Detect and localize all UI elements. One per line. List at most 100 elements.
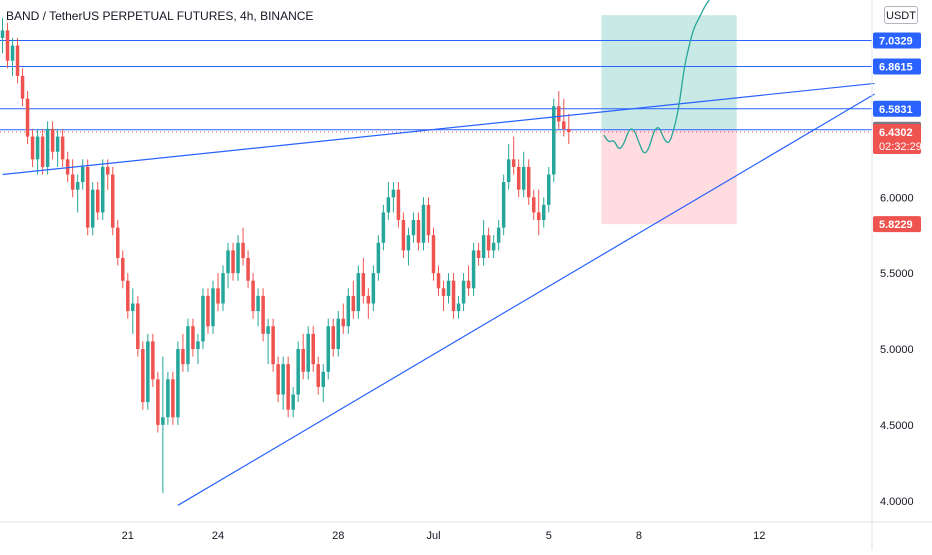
candle[interactable] [161,356,165,494]
candle[interactable] [236,235,240,281]
candle[interactable] [126,273,130,319]
candle[interactable] [396,182,401,228]
candle[interactable] [471,242,476,296]
candle[interactable] [311,326,315,372]
candle[interactable] [567,113,571,145]
candle[interactable] [436,265,441,296]
candle[interactable] [85,159,90,236]
candle[interactable] [60,128,65,167]
candle[interactable] [466,265,471,296]
candle[interactable] [176,341,180,425]
candle[interactable] [201,288,205,350]
trendline[interactable] [2,82,875,176]
candle[interactable] [291,386,295,418]
candle[interactable] [401,212,406,258]
candle[interactable] [411,212,416,243]
candle[interactable] [496,220,501,251]
candle[interactable] [361,257,366,304]
candle[interactable] [211,280,215,334]
candle[interactable] [226,242,230,289]
candle[interactable] [271,318,275,372]
candle[interactable] [531,189,536,221]
candle[interactable] [251,273,255,319]
candle[interactable] [65,151,70,183]
candle[interactable] [351,280,356,319]
candle[interactable] [281,356,285,410]
candle[interactable] [45,121,50,175]
candle[interactable] [461,273,466,312]
candle[interactable] [562,98,566,137]
candle[interactable] [261,288,265,342]
candle[interactable] [181,333,185,372]
candle[interactable] [371,265,376,312]
candle[interactable] [95,182,100,221]
candle[interactable] [241,227,245,266]
candle[interactable] [186,318,190,372]
candle[interactable] [221,265,225,312]
candle[interactable] [476,242,481,266]
candle[interactable] [75,174,80,213]
candle[interactable] [306,326,310,380]
candle[interactable] [547,166,551,213]
candle[interactable] [321,364,325,403]
candle[interactable] [326,318,331,380]
candle[interactable] [376,235,381,281]
candle[interactable] [511,136,516,175]
candle[interactable] [446,273,451,304]
candle[interactable] [481,220,486,266]
currency-selector-button[interactable]: USDT [884,6,918,24]
candle[interactable] [121,250,125,289]
candle[interactable] [456,295,461,319]
candle[interactable] [90,182,95,236]
candle[interactable] [30,128,35,167]
candle[interactable] [206,288,210,334]
candle[interactable] [366,288,371,319]
candle[interactable] [136,295,140,357]
candle[interactable] [521,151,526,198]
candle[interactable] [111,166,115,236]
candle[interactable] [191,318,195,357]
candle[interactable] [216,273,220,312]
candle[interactable] [341,303,346,334]
candle[interactable] [141,341,145,410]
candle[interactable] [131,288,135,334]
candle[interactable] [0,18,5,54]
candle[interactable] [246,250,250,289]
candle[interactable] [70,159,75,198]
candle[interactable] [491,235,496,258]
candle[interactable] [441,280,446,312]
candle[interactable] [231,242,235,281]
candle[interactable] [40,128,45,175]
candle[interactable] [557,91,561,129]
candle[interactable] [116,220,120,266]
candle[interactable] [416,212,421,251]
candle[interactable] [50,121,55,160]
candle[interactable] [20,68,25,107]
candle[interactable] [406,227,411,266]
candle[interactable] [100,159,105,221]
candle[interactable] [381,204,386,251]
candle[interactable] [256,288,260,327]
candle[interactable] [146,333,150,410]
loss-zone[interactable] [601,129,737,225]
candle[interactable] [356,265,361,319]
candle[interactable] [451,273,456,319]
candle[interactable] [276,356,280,403]
candle[interactable] [431,227,436,281]
candle[interactable] [486,227,491,258]
candle[interactable] [286,356,290,418]
profit-zone[interactable] [601,15,737,130]
candle[interactable] [35,128,40,175]
candle[interactable] [80,159,85,190]
trendline[interactable] [177,93,875,506]
candle[interactable] [301,333,305,380]
candle[interactable] [10,37,15,76]
candle[interactable] [552,98,556,183]
candle[interactable] [316,356,320,395]
candle[interactable] [386,182,391,221]
candle[interactable] [25,91,30,145]
projection-path[interactable] [603,0,710,154]
candle[interactable] [506,144,511,190]
candle[interactable] [105,159,110,190]
